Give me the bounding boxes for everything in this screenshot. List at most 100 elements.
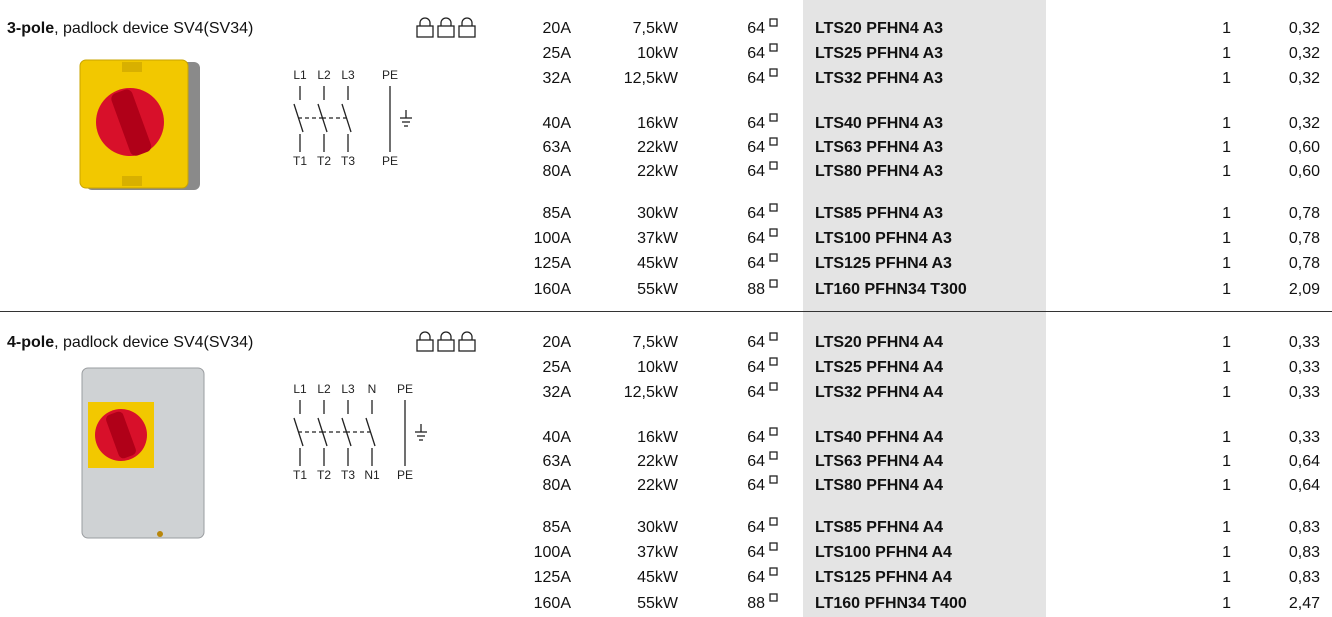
protection-degree: 64 [747, 569, 765, 586]
section-title-bold: 4-pole [7, 334, 55, 351]
weight: 0,83 [1288, 544, 1320, 561]
rated-current: 100A [533, 230, 571, 247]
motor-power: 7,5kW [632, 20, 678, 37]
pack-quantity: 1 [1222, 230, 1231, 247]
type-code: LT160 PFHN34 T300 [815, 281, 967, 298]
product-image-4-pole [81, 367, 205, 539]
section-title-bold: 3-pole [7, 20, 55, 37]
diagram-label: T2 [316, 468, 332, 482]
pack-quantity: 1 [1222, 20, 1231, 37]
diagram-label: PE [396, 468, 414, 482]
type-code: LTS40 PFHN4 A4 [815, 429, 944, 446]
motor-power: 45kW [637, 255, 678, 272]
type-code: LTS80 PFHN4 A3 [815, 163, 944, 180]
rated-current: 85A [542, 205, 571, 222]
rated-current: 80A [542, 477, 571, 494]
type-code: LTS125 PFHN4 A3 [815, 255, 952, 272]
weight: 0,32 [1288, 70, 1320, 87]
motor-power: 30kW [637, 519, 678, 536]
pack-quantity: 1 [1222, 163, 1231, 180]
diagram-label: N [367, 382, 377, 396]
type-code: LTS85 PFHN4 A3 [815, 205, 944, 222]
box-symbol [769, 451, 778, 460]
rated-current: 40A [542, 115, 571, 132]
pack-quantity: 1 [1222, 255, 1231, 272]
type-code: LTS100 PFHN4 A3 [815, 230, 952, 247]
type-code: LTS32 PFHN4 A3 [815, 70, 944, 87]
type-code: LTS25 PFHN4 A3 [815, 45, 944, 62]
box-symbol [769, 332, 778, 341]
motor-power: 16kW [637, 429, 678, 446]
pack-quantity: 1 [1222, 519, 1231, 536]
motor-power: 37kW [637, 544, 678, 561]
diagram-label: PE [381, 68, 399, 82]
protection-degree: 64 [747, 429, 765, 446]
protection-degree: 64 [747, 70, 765, 87]
diagram-label: L1 [293, 382, 307, 396]
weight: 0,32 [1288, 45, 1320, 62]
rated-current: 25A [542, 45, 571, 62]
protection-degree: 64 [747, 230, 765, 247]
protection-degree: 64 [747, 453, 765, 470]
box-symbol [769, 427, 778, 436]
rated-current: 20A [542, 334, 571, 351]
weight: 0,60 [1288, 163, 1320, 180]
box-symbol [769, 567, 778, 576]
protection-degree: 64 [747, 544, 765, 561]
type-code: LTS80 PFHN4 A4 [815, 477, 944, 494]
weight: 0,33 [1288, 384, 1320, 401]
pack-quantity: 1 [1222, 205, 1231, 222]
motor-power: 12,5kW [623, 70, 678, 87]
pack-quantity: 1 [1222, 477, 1231, 494]
type-code: LTS63 PFHN4 A3 [815, 139, 944, 156]
rated-current: 63A [542, 453, 571, 470]
weight: 0,60 [1288, 139, 1320, 156]
protection-degree: 88 [747, 281, 765, 298]
protection-degree: 64 [747, 139, 765, 156]
weight: 0,78 [1288, 205, 1320, 222]
section-title: , padlock device SV4(SV34) [54, 334, 254, 351]
rated-current: 160A [533, 595, 571, 612]
type-code: LTS85 PFHN4 A4 [815, 519, 944, 536]
box-symbol [769, 542, 778, 551]
protection-degree: 64 [747, 255, 765, 272]
motor-power: 45kW [637, 569, 678, 586]
box-symbol [769, 228, 778, 237]
pack-quantity: 1 [1222, 569, 1231, 586]
type-code: LTS32 PFHN4 A4 [815, 384, 944, 401]
diagram-label: T3 [340, 154, 356, 168]
diagram-label: N1 [364, 468, 380, 482]
weight: 0,78 [1288, 230, 1320, 247]
weight: 0,64 [1288, 453, 1320, 470]
box-symbol [769, 593, 778, 602]
protection-degree: 64 [747, 115, 765, 132]
motor-power: 55kW [637, 281, 678, 298]
protection-degree: 64 [747, 205, 765, 222]
pack-quantity: 1 [1222, 359, 1231, 376]
rated-current: 63A [542, 139, 571, 156]
diagram-label: PE [396, 382, 414, 396]
protection-degree: 64 [747, 384, 765, 401]
type-code: LTS125 PFHN4 A4 [815, 569, 952, 586]
motor-power: 55kW [637, 595, 678, 612]
pack-quantity: 1 [1222, 595, 1231, 612]
pack-quantity: 1 [1222, 429, 1231, 446]
box-symbol [769, 357, 778, 366]
pack-quantity: 1 [1222, 139, 1231, 156]
protection-degree: 64 [747, 519, 765, 536]
protection-degree: 88 [747, 595, 765, 612]
rated-current: 125A [533, 255, 571, 272]
type-code: LTS63 PFHN4 A4 [815, 453, 944, 470]
weight: 2,47 [1288, 595, 1320, 612]
type-code: LTS20 PFHN4 A4 [815, 334, 944, 351]
weight: 0,64 [1288, 477, 1320, 494]
box-symbol [769, 18, 778, 27]
rated-current: 32A [542, 384, 571, 401]
motor-power: 7,5kW [632, 334, 678, 351]
rated-current: 85A [542, 519, 571, 536]
rated-current: 25A [542, 359, 571, 376]
motor-power: 22kW [637, 477, 678, 494]
padlock-icons [416, 17, 476, 38]
padlock-icons [416, 331, 476, 352]
